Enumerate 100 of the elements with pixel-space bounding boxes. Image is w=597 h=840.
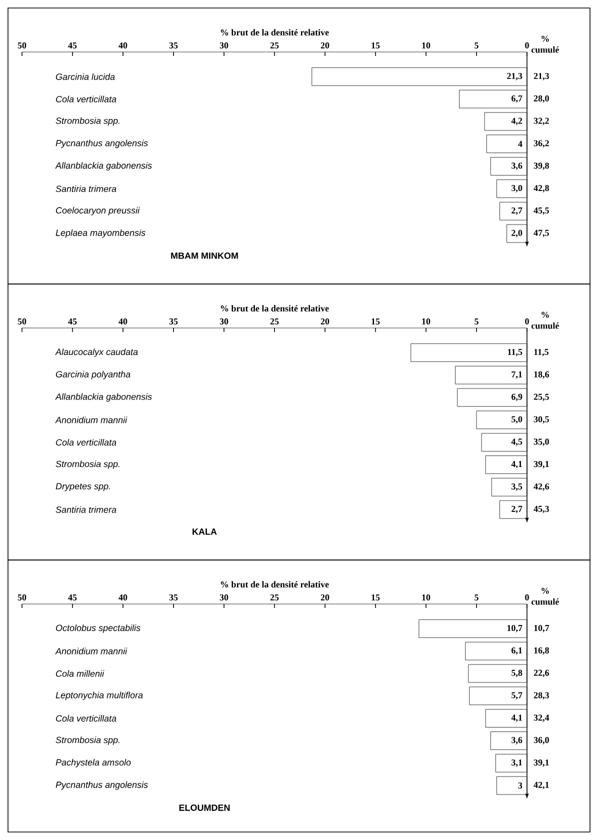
text: 42,6 — [534, 483, 550, 491]
data-label: 21,3 — [507, 72, 522, 80]
y-tick-label: Octolobus spectabilis — [56, 624, 140, 633]
x-tick-label: 50 — [18, 318, 26, 324]
x-tick-label: 40 — [118, 594, 128, 600]
x-tick-label: 20 — [320, 42, 330, 48]
data-label: 4,5 — [511, 438, 522, 446]
text: 30,5 — [534, 416, 549, 424]
y-tick-label: Coelocaryon preussii — [56, 206, 140, 216]
data-label: 3,0 — [512, 185, 522, 192]
x-tick-label: 20 — [320, 318, 330, 324]
y-tick-label: Strombosia spp. — [56, 736, 120, 745]
x-tick-label: 20 — [320, 594, 330, 600]
data-label: 3,6 — [512, 162, 522, 170]
x-tick-label: 45 — [68, 42, 77, 48]
x-tick-label: 0 — [525, 318, 529, 324]
data-label: 2,7 — [512, 506, 522, 514]
x-tick-label: 30 — [220, 594, 228, 600]
x-axis-title: % brut de la densité relative — [220, 29, 329, 36]
y2-axis-title: % cumulé — [532, 588, 559, 605]
text: 45,5 — [534, 207, 549, 215]
x-tick-label: 50 — [18, 594, 26, 600]
y-tick-label: Leptonychia multiflora — [56, 692, 143, 700]
text: 42,1 — [534, 782, 549, 790]
x-tick-label: 10 — [422, 594, 430, 600]
text: 42,8 — [534, 185, 549, 192]
text: 11,5 — [534, 348, 548, 356]
data-label: 3,1 — [512, 759, 522, 767]
x-tick-label: 10 — [422, 42, 430, 48]
x-tick-label: 0 — [525, 594, 529, 600]
x-tick-label: 15 — [372, 318, 380, 324]
data-label: 4 — [518, 140, 522, 147]
text: 18,6 — [534, 371, 550, 379]
y-tick-label: Cola millenii — [56, 670, 104, 677]
y-tick-label: Garcinia lucida — [56, 73, 115, 80]
data-label: 5,7 — [512, 692, 522, 700]
text: 36,2 — [534, 140, 549, 148]
text: 28,3 — [534, 692, 549, 700]
x-tick-label: 15 — [372, 594, 380, 600]
x-tick-label: 10 — [422, 318, 430, 324]
text: 16,8 — [534, 647, 549, 655]
text: KALA — [192, 528, 217, 535]
y-tick-label: Garcinia polyantha — [56, 370, 130, 380]
text: 10,7 — [534, 624, 550, 632]
x-tick-label: 50 — [18, 42, 26, 48]
data-label: 6,1 — [512, 647, 522, 655]
x-tick-label: 25 — [270, 42, 279, 48]
data-label: 5,0 — [512, 416, 522, 424]
x-tick-label: 5 — [474, 594, 478, 600]
y-tick-label: Pycnanthus angolensis — [56, 781, 148, 790]
data-label: 6,7 — [512, 95, 522, 103]
data-label: 3 — [518, 782, 522, 789]
x-tick-label: 35 — [169, 594, 178, 600]
x-tick-label: 5 — [474, 42, 478, 48]
y-tick-label: Cola verticillata — [56, 96, 116, 102]
x-tick-label: 40 — [118, 318, 128, 324]
text: 39,1 — [534, 759, 549, 767]
data-label: 3,6 — [512, 737, 522, 744]
text: MBAM MINKOM — [171, 252, 238, 259]
y-tick-label: Allanblackia gabonensis — [55, 393, 152, 402]
y-tick-label: Pycnanthus angolensis — [56, 140, 148, 148]
data-label: 10,7 — [507, 624, 522, 632]
data-label: 4,1 — [511, 714, 522, 722]
x-tick-label: 45 — [68, 594, 77, 600]
x-tick-label: 25 — [270, 318, 279, 324]
text: 25,5 — [534, 394, 549, 402]
y2-axis-title: % cumulé — [532, 36, 559, 53]
y-tick-label: Drypetes spp. — [56, 483, 110, 492]
y-tick-label: Santiria trimera — [56, 185, 116, 192]
y-tick-label: Pachystela amsolo — [56, 758, 131, 768]
x-tick-label: 35 — [169, 42, 178, 48]
data-label: 2,0 — [512, 230, 522, 238]
text: 32,4 — [534, 714, 550, 722]
y-tick-label: Santiria trimera — [56, 506, 116, 513]
y-tick-label: Leplaea mayombensis — [56, 229, 146, 238]
text: ELOUMDEN — [179, 804, 230, 811]
x-tick-label: 30 — [220, 318, 228, 324]
x-tick-label: 15 — [372, 42, 380, 48]
text: 36,0 — [534, 737, 549, 744]
data-label: 3,5 — [512, 483, 522, 491]
text: 32,2 — [534, 118, 549, 126]
data-label: 5,8 — [512, 670, 522, 678]
y2-axis-title: % cumulé — [532, 312, 559, 329]
y-tick-label: Allanblackia gabonensis — [55, 162, 152, 170]
x-tick-label: 5 — [474, 318, 478, 324]
text: 21,3 — [534, 72, 549, 80]
y-tick-label: Cola verticillata — [56, 715, 116, 722]
y-tick-label: Anonidium mannii — [55, 416, 128, 424]
y-tick-label: Anonidium mannii — [55, 648, 128, 654]
x-tick-label: 30 — [220, 42, 228, 48]
x-tick-label: 25 — [270, 594, 279, 600]
data-label: 11,5 — [508, 348, 522, 356]
text: 28,0 — [534, 95, 549, 103]
y-tick-label: Alaucocalyx caudata — [55, 348, 138, 357]
text: 47,5 — [534, 230, 549, 238]
data-label: 4,2 — [511, 118, 522, 126]
text: 22,6 — [534, 670, 550, 678]
text: 35,0 — [534, 438, 549, 446]
y-tick-label: Strombosia spp. — [56, 117, 120, 126]
x-tick-label: 45 — [68, 318, 77, 324]
